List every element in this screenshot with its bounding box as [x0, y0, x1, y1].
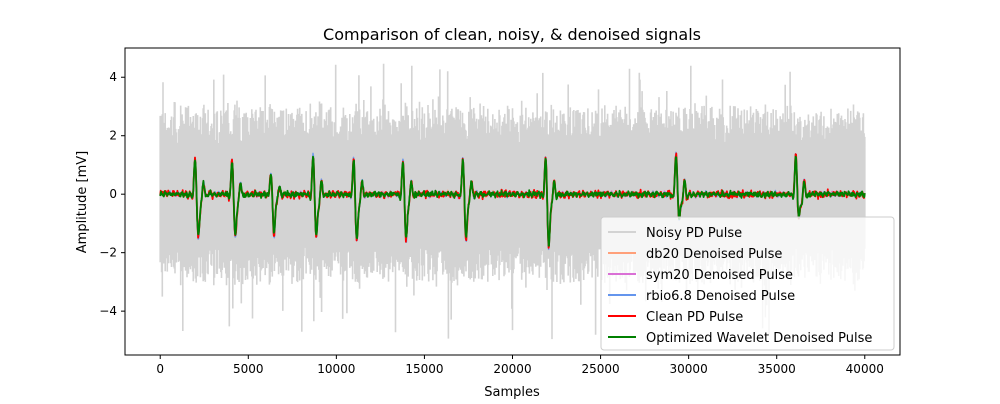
- y-tick-label: −4: [99, 304, 117, 318]
- legend-label: sym20 Denoised Pulse: [646, 268, 793, 283]
- y-tick-label: 0: [109, 187, 117, 201]
- series-layer: [159, 63, 866, 340]
- x-tick-label: 25000: [581, 362, 619, 376]
- series-optimized-wavelet-denoised-pulse: [159, 155, 866, 247]
- x-tick-label: 40000: [846, 362, 884, 376]
- x-tick-label: 5000: [233, 362, 264, 376]
- y-tick-label: 2: [109, 129, 117, 143]
- x-tick-label: 10000: [317, 362, 355, 376]
- x-axis-label: Samples: [484, 385, 540, 400]
- legend-label: rbio6.8 Denoised Pulse: [646, 289, 795, 304]
- x-tick-label: 15000: [405, 362, 443, 376]
- legend-label: Optimized Wavelet Denoised Pulse: [646, 331, 872, 346]
- x-tick-label: 20000: [493, 362, 531, 376]
- y-tick-label: 4: [109, 70, 117, 84]
- x-tick-label: 35000: [758, 362, 796, 376]
- x-axis: 0 5000 10000 15000 20000 25000 30000 35000 40000: [156, 355, 884, 376]
- x-tick-label: 30000: [670, 362, 708, 376]
- y-axis-label: Amplitude [mV]: [75, 151, 90, 253]
- legend-label: Clean PD Pulse: [646, 310, 743, 325]
- legend-label: Noisy PD Pulse: [646, 226, 742, 241]
- legend: Noisy PD Pulse db20 Denoised Pulse sym20 D…: [600, 216, 895, 351]
- x-tick-label: 0: [156, 362, 164, 376]
- chart-title: Comparison of clean, noisy, & denoised s…: [323, 25, 701, 44]
- y-axis: −4 −2 0 2 4: [99, 70, 125, 318]
- plot-area: [124, 47, 901, 356]
- legend-items: Noisy PD Pulse db20 Denoised Pulse sym20 D…: [608, 226, 872, 346]
- y-tick-label: −2: [99, 246, 117, 260]
- legend-box: [600, 216, 895, 351]
- legend-label: db20 Denoised Pulse: [646, 247, 782, 262]
